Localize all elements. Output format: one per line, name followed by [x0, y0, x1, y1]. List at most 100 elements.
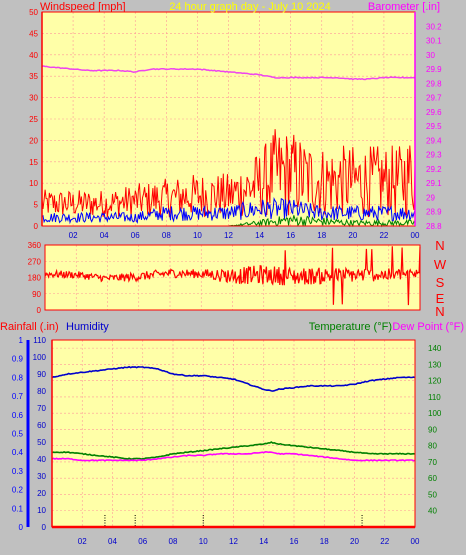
x-tick-label: 02 [78, 537, 87, 546]
y-left-tick-label: 40 [29, 51, 38, 60]
rainfall-label: Rainfall (.in) [0, 321, 59, 333]
temperature-line [51, 441, 416, 460]
y-right-tick-label: 30.1 [426, 37, 442, 46]
compass-e: E [436, 291, 445, 306]
x-tick-label: 08 [162, 231, 171, 240]
temperature-label: Temperature (°F) [309, 321, 392, 333]
y-humidity-tick-label: 50 [37, 438, 46, 447]
x-tick-label: 06 [138, 537, 147, 546]
dewpoint-line [51, 450, 416, 462]
x-tick-label: 20 [348, 231, 357, 240]
y-temp-tick-label: 130 [428, 360, 442, 369]
y-left-tick-label: 5 [34, 201, 39, 210]
y-humidity-tick-label: 40 [37, 455, 46, 464]
y-right-tick-label: 29.8 [426, 79, 442, 88]
y-rain-tick-label: 0.7 [12, 392, 24, 401]
y-rain-tick-label: 0.8 [12, 373, 24, 382]
y-tick-label: 360 [28, 241, 42, 250]
y-right-tick-label: 29.2 [426, 165, 442, 174]
x-tick-label: 12 [229, 537, 238, 546]
y-temp-tick-label: 110 [428, 393, 441, 402]
y-rain-tick-label: 0.9 [12, 355, 24, 364]
y-right-tick-label: 29.5 [426, 122, 442, 131]
y-temp-tick-label: 100 [428, 409, 442, 418]
x-tick-label: 04 [100, 231, 109, 240]
y-right-tick-label: 29 [426, 193, 435, 202]
y-tick-label: 270 [28, 257, 42, 266]
humidity-line [51, 365, 416, 392]
y-right-tick-label: 29.6 [426, 108, 442, 117]
y-temp-tick-label: 120 [428, 377, 442, 386]
x-tick-label: 20 [350, 537, 359, 546]
y-humidity-tick-label: 100 [33, 353, 47, 362]
y-right-tick-label: 30.2 [426, 22, 442, 31]
y-rain-tick-label: 0.2 [12, 486, 24, 495]
y-humidity-tick-label: 80 [37, 387, 46, 396]
y-humidity-tick-label: 90 [37, 370, 46, 379]
y-humidity-tick-label: 70 [37, 404, 46, 413]
y-left-tick-label: 15 [29, 158, 38, 167]
y-left-tick-label: 20 [29, 136, 38, 145]
y-humidity-tick-label: 20 [37, 489, 46, 498]
x-tick-label: 22 [379, 231, 388, 240]
compass-s: S [436, 275, 445, 290]
y-left-tick-label: 50 [29, 8, 38, 17]
compass-n-top: N [435, 238, 444, 253]
y-temp-tick-label: 70 [428, 458, 437, 467]
x-tick-label: 22 [380, 537, 389, 546]
y-rain-tick-label: 0.4 [12, 448, 24, 457]
dewpoint-label: Dew Point (°F) [392, 321, 464, 333]
y-tick-label: 90 [32, 290, 41, 299]
y-rain-tick-label: 0 [19, 523, 24, 532]
temp-humidity-series [51, 365, 416, 527]
temp-humidity-grid [52, 340, 416, 527]
barometer-line [41, 65, 416, 81]
y-temp-tick-label: 60 [428, 474, 437, 483]
x-tick-label: 18 [320, 537, 329, 546]
x-tick-label: 00 [411, 231, 420, 240]
y-rain-tick-label: 0.6 [12, 411, 24, 420]
y-right-tick-label: 29.4 [426, 136, 442, 145]
x-tick-label: 02 [69, 231, 78, 240]
y-humidity-tick-label: 110 [33, 336, 46, 345]
y-humidity-tick-label: 30 [37, 472, 46, 481]
y-humidity-tick-label: 60 [37, 421, 46, 430]
y-rain-tick-label: 0.3 [12, 467, 24, 476]
y-right-tick-label: 29.1 [426, 179, 442, 188]
x-tick-label: 12 [224, 231, 233, 240]
wind-average-line [41, 197, 416, 225]
y-temp-tick-label: 50 [428, 490, 437, 499]
y-temp-tick-label: 80 [428, 442, 437, 451]
wind-baro-axes: 0 5 10 15 20 25 30 35 40 45 50 02 04 06 08 10 12 14 16 18 20… [29, 8, 442, 240]
y-tick-label: 180 [28, 274, 42, 283]
x-tick-label: 18 [317, 231, 326, 240]
barometer-label: Barometer [.in] [368, 1, 440, 13]
y-humidity-tick-label: 0 [42, 523, 47, 532]
y-right-tick-label: 28.9 [426, 208, 442, 217]
x-tick-label: 00 [411, 537, 420, 546]
plot-border [44, 244, 421, 311]
x-tick-label: 08 [169, 537, 178, 546]
y-right-tick-label: 29.9 [426, 65, 442, 74]
x-tick-label: 06 [131, 231, 140, 240]
x-tick-label: 14 [259, 537, 268, 546]
wind-gust-line [41, 129, 416, 218]
x-tick-label: 16 [290, 537, 299, 546]
y-left-tick-label: 10 [29, 179, 38, 188]
direction-series [44, 246, 421, 306]
y-temp-tick-label: 40 [428, 507, 437, 516]
y-left-tick-label: 25 [29, 115, 38, 124]
y-rain-tick-label: 1 [19, 336, 24, 345]
y-right-tick-label: 30 [426, 51, 435, 60]
wind-direction-line [44, 246, 421, 306]
y-left-tick-label: 30 [29, 94, 38, 103]
y-left-tick-label: 0 [34, 222, 39, 231]
y-humidity-tick-label: 10 [37, 506, 46, 515]
y-tick-label: 0 [37, 306, 42, 315]
x-tick-label: 14 [255, 231, 264, 240]
y-right-tick-label: 28.8 [426, 222, 442, 231]
x-tick-label: 04 [108, 537, 117, 546]
x-tick-label: 16 [286, 231, 295, 240]
